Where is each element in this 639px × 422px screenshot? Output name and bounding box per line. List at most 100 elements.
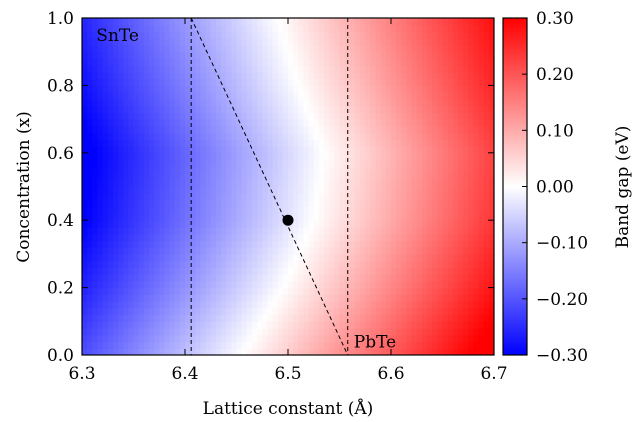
- heatmap-cell: [87, 119, 93, 127]
- heatmap-cell: [226, 92, 232, 100]
- heatmap-cell: [159, 98, 165, 107]
- heatmap-cell: [370, 24, 377, 33]
- heatmap-cell: [401, 260, 408, 268]
- heatmap-cell: [427, 179, 433, 188]
- heatmap-cell: [416, 71, 423, 80]
- heatmap-cell: [118, 166, 124, 174]
- heatmap-cell: [437, 267, 444, 275]
- heatmap-cell: [421, 193, 428, 201]
- heatmap-cell: [107, 186, 114, 194]
- heatmap-cell: [473, 233, 480, 242]
- heatmap-cell: [82, 220, 88, 228]
- heatmap-cell: [365, 38, 371, 46]
- heatmap-cell: [354, 307, 361, 316]
- heatmap-cell: [174, 193, 181, 201]
- heatmap-cell: [411, 18, 418, 26]
- heatmap-cell: [97, 186, 104, 194]
- heatmap-cell: [112, 119, 119, 127]
- heatmap-cell: [416, 125, 423, 134]
- heatmap-cell: [148, 240, 155, 248]
- heatmap-cell: [210, 226, 217, 235]
- heatmap-cell: [133, 348, 140, 355]
- heatmap-cell: [133, 78, 140, 86]
- heatmap-cell: [411, 98, 418, 107]
- heatmap-cell: [380, 119, 387, 127]
- heatmap-cell: [195, 18, 202, 26]
- heatmap-cell: [169, 132, 176, 140]
- heatmap-cell: [128, 65, 135, 73]
- heatmap-cell: [344, 334, 351, 343]
- heatmap-cell: [468, 186, 474, 194]
- heatmap-cell: [288, 341, 294, 349]
- heatmap-cell: [87, 98, 93, 107]
- heatmap-cell: [226, 321, 232, 329]
- heatmap-cell: [210, 274, 217, 282]
- heatmap-cell: [174, 213, 181, 221]
- heatmap-cell: [251, 321, 258, 329]
- heatmap-cell: [483, 294, 490, 302]
- heatmap-cell: [354, 51, 361, 60]
- heatmap-cell: [488, 146, 494, 154]
- heatmap-cell: [272, 78, 279, 86]
- heatmap-cell: [365, 18, 371, 26]
- heatmap-cell: [210, 206, 217, 215]
- heatmap-cell: [143, 159, 150, 167]
- heatmap-cell: [442, 152, 449, 161]
- heatmap-cell: [324, 314, 330, 322]
- heatmap-cell: [483, 85, 490, 93]
- heatmap-cell: [143, 314, 150, 322]
- heatmap-cell: [313, 119, 320, 127]
- heatmap-cell: [174, 159, 181, 167]
- heatmap-cell: [159, 132, 165, 140]
- heatmap-cell: [272, 132, 279, 140]
- heatmap-cell: [401, 166, 408, 174]
- heatmap-cell: [200, 193, 207, 201]
- heatmap-cell: [257, 233, 263, 242]
- heatmap-cell: [339, 173, 346, 181]
- heatmap-cell: [241, 240, 248, 248]
- heatmap-cell: [251, 260, 258, 268]
- heatmap-cell: [210, 166, 217, 174]
- heatmap-cell: [488, 166, 494, 174]
- heatmap-cell: [267, 206, 274, 215]
- heatmap-cell: [246, 280, 253, 289]
- heatmap-cell: [133, 132, 140, 140]
- heatmap-cell: [154, 226, 160, 235]
- heatmap-cell: [293, 348, 299, 355]
- heatmap-cell: [97, 307, 104, 316]
- heatmap-cell: [262, 199, 268, 208]
- heatmap-cell: [365, 348, 371, 355]
- heatmap-cell: [447, 44, 454, 53]
- heatmap-cell: [457, 132, 464, 140]
- heatmap-cell: [262, 98, 268, 107]
- heatmap-cell: [231, 247, 238, 255]
- heatmap-cell: [174, 65, 181, 73]
- heatmap-cell: [427, 307, 433, 316]
- heatmap-cell: [82, 31, 88, 39]
- heatmap-cell: [349, 24, 356, 33]
- heatmap-cell: [318, 274, 325, 282]
- heatmap-cell: [463, 213, 469, 221]
- heatmap-cell: [406, 65, 413, 73]
- heatmap-cell: [411, 199, 418, 208]
- heatmap-cell: [272, 253, 279, 262]
- heatmap-cell: [205, 24, 212, 33]
- heatmap-cell: [133, 166, 140, 174]
- heatmap-cell: [221, 213, 227, 221]
- heatmap-cell: [210, 18, 217, 26]
- heatmap-cell: [159, 233, 165, 242]
- heatmap-cell: [391, 139, 397, 147]
- heatmap-cell: [128, 280, 135, 289]
- heatmap-cell: [416, 341, 423, 349]
- heatmap-cell: [148, 132, 155, 140]
- heatmap-cell: [391, 112, 397, 120]
- heatmap-cell: [334, 294, 341, 302]
- heatmap-cell: [236, 112, 243, 120]
- heatmap-cell: [123, 58, 129, 66]
- heatmap-cell: [257, 260, 263, 268]
- heatmap-cell: [432, 92, 438, 100]
- heatmap-cell: [128, 348, 135, 355]
- heatmap-cell: [190, 307, 196, 316]
- heatmap-cell: [138, 348, 145, 355]
- heatmap-cell: [370, 334, 377, 343]
